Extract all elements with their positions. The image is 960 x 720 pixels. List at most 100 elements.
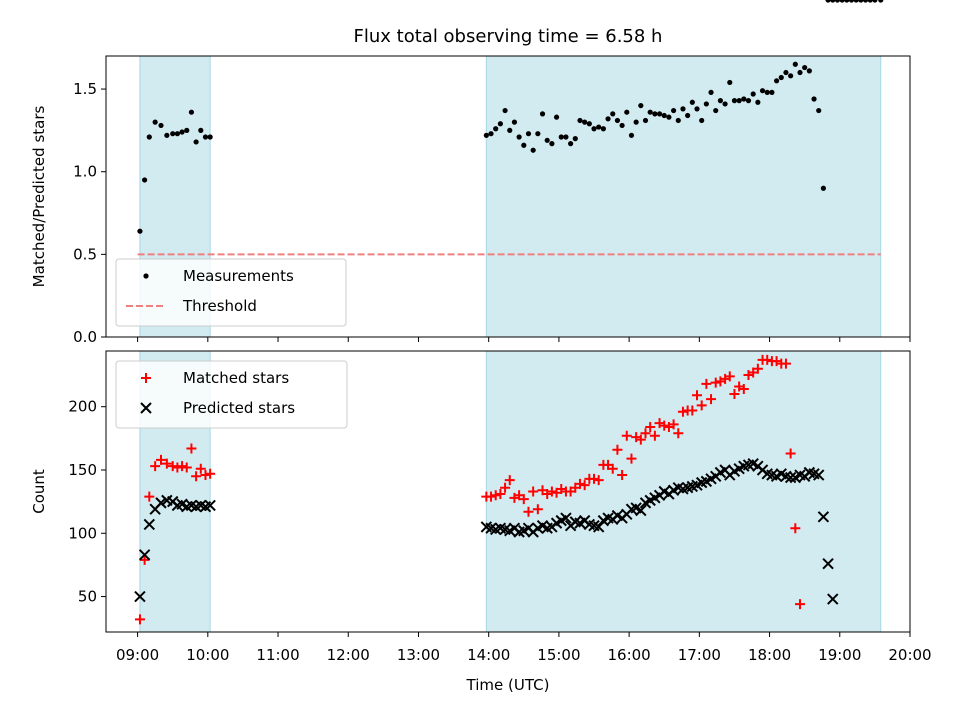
x-tick-label: 12:00 [327, 646, 370, 664]
data-point [839, 0, 845, 3]
data-point [677, 406, 688, 417]
data-point [137, 228, 143, 234]
data-point [582, 119, 588, 125]
data-point [727, 79, 733, 86]
data-point [507, 127, 513, 133]
data-point [504, 475, 515, 486]
data-point [717, 98, 724, 104]
data-point [158, 122, 164, 129]
axes-frame [105, 55, 911, 338]
data-point [759, 88, 766, 94]
data-point [645, 421, 656, 432]
data-point [596, 124, 602, 130]
data-point [794, 599, 805, 610]
legend-frame [115, 258, 347, 327]
data-point [752, 363, 763, 374]
x-tick-label: 18:00 [748, 646, 791, 664]
data-point [802, 64, 808, 71]
data-point [577, 117, 583, 124]
data-point [134, 614, 145, 625]
x-tick-label: 10:00 [186, 646, 229, 664]
data-point [628, 132, 635, 138]
data-point [783, 69, 789, 76]
data-point [722, 101, 728, 107]
data-point [563, 134, 569, 140]
data-point [708, 89, 714, 95]
legend-label: Measurements [183, 267, 294, 285]
panel-1: 0.0 0.5 1.0 1.5 Matched/Predicted stars Measu… [30, 0, 911, 346]
data-point [195, 463, 206, 474]
data-point [827, 593, 839, 605]
data-point [820, 185, 826, 191]
data-point [535, 131, 541, 137]
x-tick-label: 09:00 [116, 646, 159, 664]
x-tick-label: 14:00 [467, 646, 510, 664]
data-point [202, 134, 209, 140]
data-point [188, 109, 195, 115]
x-tick-label: 19:00 [818, 646, 861, 664]
data-point [179, 129, 185, 135]
data-point [521, 142, 527, 148]
data-point [500, 482, 511, 493]
x-tick-label: 15:00 [537, 646, 580, 664]
data-point [806, 68, 812, 74]
y-tick-label: 1.0 [73, 163, 97, 181]
data-point [612, 444, 623, 455]
axes-frame [105, 350, 911, 633]
data-point [532, 504, 543, 515]
data-point [146, 134, 152, 140]
data-point [134, 590, 146, 603]
y-tick-label: 0.5 [73, 245, 97, 263]
data-point [200, 470, 211, 481]
shaded-interval [485, 55, 882, 338]
data-point [858, 0, 864, 3]
data-point [523, 506, 534, 517]
data-point [614, 117, 621, 124]
data-point [784, 471, 797, 484]
legend-swatch [141, 373, 151, 383]
data-point [619, 122, 625, 129]
data-point [638, 102, 644, 109]
panel-2: 50 100 150 200 09:00 10:00 11:00 12:00 13:00 14:0… [30, 351, 932, 664]
data-point [699, 117, 705, 124]
data-point [764, 89, 770, 95]
data-point [593, 475, 604, 486]
data-point [729, 389, 740, 400]
data-point [568, 141, 574, 147]
data-point [778, 74, 784, 81]
data-point [685, 112, 691, 119]
chart-title: Flux total observing time = 6.58 h [354, 26, 663, 47]
data-point [186, 443, 197, 454]
data-point [621, 430, 632, 441]
data-point [177, 461, 188, 472]
data-point [762, 354, 773, 365]
data-point [181, 462, 192, 473]
data-point [591, 126, 597, 132]
data-point [811, 96, 817, 102]
data-point [207, 134, 213, 140]
data-point [495, 489, 506, 500]
data-point [193, 139, 199, 145]
data-point [670, 107, 677, 114]
data-point [167, 461, 178, 472]
data-point [170, 131, 176, 137]
data-point [486, 491, 497, 502]
data-point [813, 469, 825, 481]
data-point [652, 111, 658, 117]
data-point [624, 109, 630, 115]
data-point [675, 117, 681, 124]
data-point [788, 73, 794, 79]
data-point [544, 137, 550, 143]
data-point [673, 428, 684, 439]
data-point [792, 61, 798, 67]
data-point [574, 478, 585, 489]
data-point [635, 434, 646, 445]
data-point [493, 126, 499, 132]
data-point [816, 107, 822, 114]
data-point [626, 453, 637, 464]
data-point [528, 486, 539, 497]
data-point [687, 405, 698, 416]
data-point [736, 98, 742, 104]
data-point [610, 111, 616, 117]
data-point [525, 131, 532, 137]
